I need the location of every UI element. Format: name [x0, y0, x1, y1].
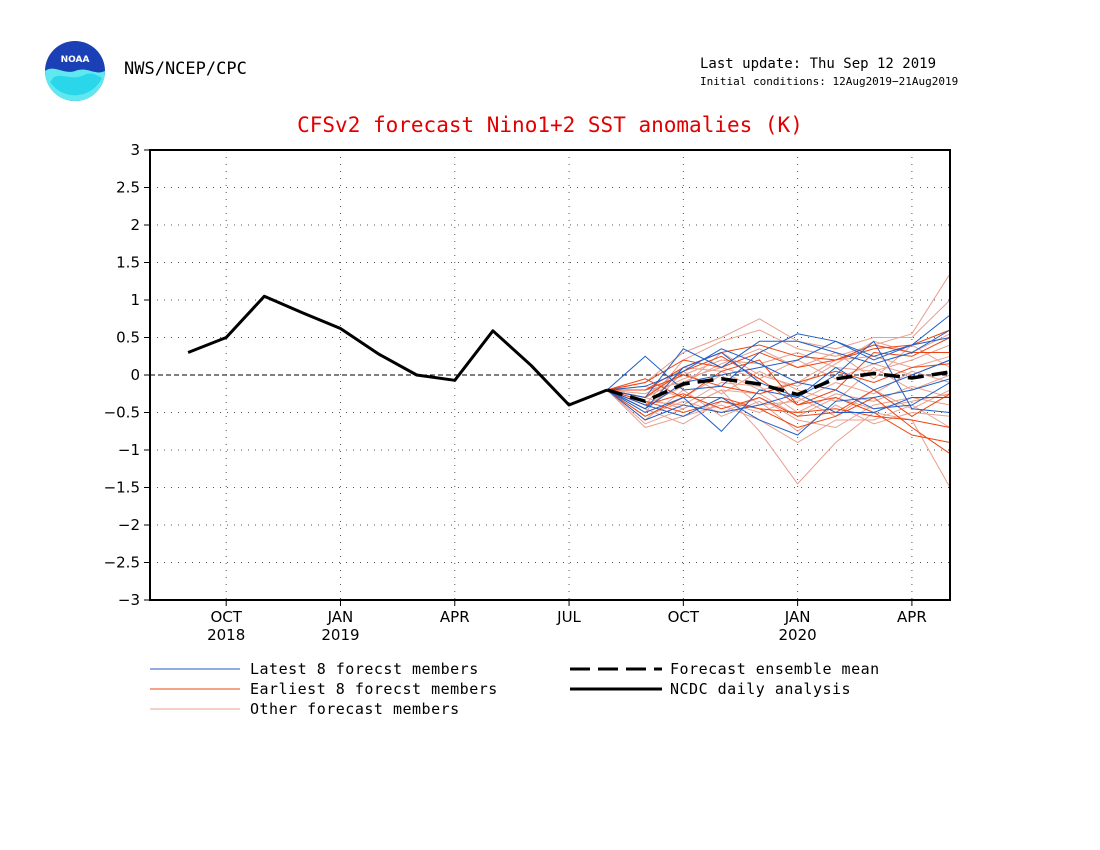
- latest-member-line: [606, 389, 950, 421]
- noaa-logo-text: NOAA: [61, 55, 90, 65]
- legend-label-earliest: Earliest 8 forecst members: [250, 680, 498, 698]
- latest-member-line: [606, 359, 951, 432]
- last-update: Last update: Thu Sep 12 2019: [700, 56, 937, 72]
- y-tick-label: −2.5: [104, 554, 140, 572]
- y-tick-label: −1: [118, 441, 140, 459]
- x-tick-label: JAN: [327, 608, 354, 626]
- y-tick-label: 3: [130, 141, 140, 159]
- y-tick-label: 0: [130, 366, 140, 384]
- earliest-member-line: [606, 389, 951, 417]
- initial-conditions: Initial conditions: 12Aug2019−21Aug2019: [700, 75, 959, 88]
- latest-member-line: [606, 378, 951, 436]
- chart-title: CFSv2 forecast Nino1+2 SST anomalies (K): [297, 113, 803, 137]
- y-tick-label: −0.5: [104, 404, 140, 422]
- latest-member-line: [606, 337, 951, 410]
- other-member-line: [606, 389, 951, 429]
- ensemble-mean-line: [606, 370, 951, 404]
- x-tick-year: 2019: [321, 626, 359, 644]
- x-tick-year: 2020: [779, 626, 817, 644]
- latest-member-line: [607, 329, 951, 399]
- y-tick-label: 2.5: [116, 179, 140, 197]
- legend-label-latest: Latest 8 forecst members: [250, 660, 479, 678]
- analysis-line: [187, 294, 608, 407]
- y-tick-label: −3: [118, 591, 140, 609]
- x-tick-label: OCT: [210, 608, 242, 626]
- x-tick-label: OCT: [668, 608, 700, 626]
- legend-label-mean: Forecast ensemble mean: [670, 660, 880, 678]
- grid-layer: [150, 150, 950, 600]
- agency-label: NWS/NCEP/CPC: [124, 59, 247, 79]
- y-tick-label: 0.5: [116, 329, 140, 347]
- x-tick-label: APR: [440, 608, 470, 626]
- earliest-member-line: [606, 389, 951, 455]
- lines-layer: [187, 294, 951, 407]
- y-tick-label: −1.5: [104, 479, 140, 497]
- ticks-layer: 32.521.510.50−0.5−1−1.5−2−2.5−3OCT2018JA…: [104, 141, 927, 644]
- x-tick-label: JUL: [556, 608, 581, 626]
- x-tick-year: 2018: [207, 626, 245, 644]
- y-tick-label: 2: [130, 216, 140, 234]
- latest-member-line: [607, 348, 951, 410]
- y-tick-label: 1: [130, 291, 140, 309]
- earliest-member-line: [607, 329, 951, 391]
- x-tick-label: JAN: [784, 608, 811, 626]
- y-tick-label: −2: [118, 516, 140, 534]
- earliest-member-line: [607, 355, 951, 443]
- y-tick-label: 1.5: [116, 254, 140, 272]
- legend-label-analysis: NCDC daily analysis: [670, 680, 852, 698]
- noaa-logo: NOAA: [45, 41, 105, 101]
- other-member-line: [607, 299, 951, 391]
- other-member-line: [607, 344, 951, 391]
- members-layer: [606, 273, 951, 488]
- legend-label-other: Other forecast members: [250, 700, 460, 718]
- x-tick-label: APR: [897, 608, 927, 626]
